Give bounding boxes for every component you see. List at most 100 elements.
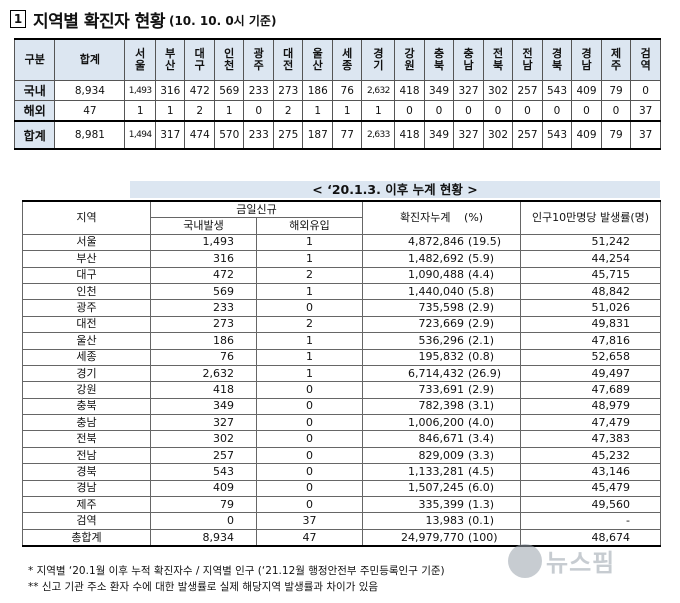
cell-value: 76 [331, 80, 363, 101]
cumulative-value: 536,296 [418, 333, 465, 347]
domestic-cell: 543 [150, 463, 257, 481]
cumulative-cell: 1,482,692 (5.9) [362, 250, 522, 268]
footnote-2: ** 신고 기관 주소 환자 수에 대한 발생률로 실제 해당지역 발생률과 차… [28, 581, 379, 593]
table-row: 제주 79 0 335,399 (1.3) 49,560 [22, 496, 662, 514]
overseas-cell: 0 [255, 299, 364, 317]
cell-value: 257 [512, 80, 543, 101]
domestic-cell: 79 [150, 496, 257, 514]
region-cell: 대전 [22, 315, 151, 334]
cumulative-pct: (2.9) [468, 382, 495, 396]
region-cell: 인천 [22, 282, 151, 301]
rate-cell: 49,497 [520, 364, 662, 383]
rate-cell: 49,831 [520, 315, 662, 334]
overseas-cell: 0 [255, 397, 364, 416]
cell-value: 0 [512, 100, 543, 122]
cumulative-value: 1,482,692 [408, 251, 465, 265]
table-row: 부산 316 1 1,482,692 (5.9) 44,254 [22, 250, 662, 268]
footnote-1: * 지역별 ‘20.1월 이후 누적 확진자수 / 지역별 인구 (‘21.12… [28, 565, 445, 577]
region-cell: 검역 [22, 512, 151, 530]
header-per100k: 인구10만명당 발생률(명) [520, 200, 662, 235]
cell-value: 327 [453, 120, 484, 150]
cell-value: 37 [630, 100, 661, 122]
region-cell: 부산 [22, 250, 151, 268]
overseas-cell: 37 [255, 512, 364, 530]
rate-cell: 51,242 [520, 233, 662, 252]
cumulative-cell: 536,296 (2.1) [362, 332, 522, 350]
cumulative-pct: (5.8) [468, 284, 495, 298]
domestic-cell: 327 [150, 414, 257, 432]
cell-value: 1 [124, 100, 156, 122]
header-pct-label: (%) [464, 210, 484, 224]
cell-value: 2 [272, 100, 304, 122]
cumulative-value: 846,671 [418, 432, 465, 446]
cumulative-pct: (4.4) [468, 268, 495, 282]
table-row: 서울 1,493 1 4,872,846 (19.5) 51,242 [22, 233, 662, 252]
rate-cell: 45,715 [520, 266, 662, 284]
cell-value: 543 [541, 80, 573, 101]
region-cell: 울산 [22, 332, 151, 350]
table-row: 대구 472 2 1,090,488 (4.4) 45,715 [22, 266, 662, 284]
newspim-watermark: 뉴스핌 [508, 543, 615, 578]
rate-cell: 45,232 [520, 446, 662, 465]
cumulative-cell: 1,507,245 (6.0) [362, 479, 522, 498]
overseas-cell: 1 [255, 348, 364, 366]
page-title: 지역별 확진자 현황 [33, 11, 165, 32]
table-row: 충북 349 0 782,398 (3.1) 48,979 [22, 397, 662, 416]
cell-value: 0 [394, 100, 425, 122]
cumulative-cell: 735,598 (2.9) [362, 299, 522, 317]
cell-value: 2,633 [361, 120, 396, 150]
cell-value: 543 [541, 120, 573, 150]
overseas-cell: 0 [255, 414, 364, 432]
cumulative-cell: 13,983 (0.1) [362, 512, 522, 530]
watermark-text: 뉴스핌 [546, 549, 616, 577]
cell-value: 0 [423, 100, 455, 122]
cumulative-cell: 4,872,846 (19.5) [362, 233, 522, 252]
table-row: 전북 302 0 846,671 (3.4) 47,383 [22, 430, 662, 448]
cell-value: 2,632 [361, 80, 396, 101]
cell-value: 570 [213, 120, 245, 150]
region-cell: 제주 [22, 496, 151, 514]
cumulative-value: 829,009 [418, 448, 465, 462]
cumulative-pct: (4.5) [468, 464, 495, 478]
rate-cell: 47,383 [520, 430, 662, 448]
cumulative-pct: (4.0) [468, 415, 495, 429]
overseas-cell: 0 [255, 446, 364, 465]
cumulative-pct: (19.5) [468, 235, 502, 249]
header-cumulative: 확진자누계 (%) [362, 200, 522, 235]
summary-row-domestic: 국내 8,934 1,493 316 472 569 233 273 186 76 2,632 418… [13, 80, 661, 101]
cumulative-value: 6,714,432 [408, 366, 465, 380]
region-cell: 전북 [22, 430, 151, 448]
domestic-cell: 76 [150, 348, 257, 366]
domestic-cell: 186 [150, 332, 257, 350]
cell-value: 302 [482, 80, 514, 101]
domestic-cell: 233 [150, 299, 257, 317]
cell-value: 418 [394, 120, 425, 150]
cell-value: 317 [154, 120, 186, 150]
cumulative-pct: (26.9) [468, 366, 502, 380]
overseas-cell: 0 [255, 430, 364, 448]
cumulative-value: 1,507,245 [408, 481, 465, 495]
domestic-cell: 409 [150, 479, 257, 498]
header-today-new: 금일신규 [149, 200, 364, 219]
cumulative-value: 1,090,488 [408, 268, 465, 282]
region-cell: 강원 [22, 381, 151, 399]
cumulative-pct: (0.8) [468, 350, 495, 364]
region-cell: 충북 [22, 397, 151, 416]
cell-value: 302 [482, 120, 514, 150]
rate-cell: 47,816 [520, 332, 662, 350]
cumulative-cell: 1,440,040 (5.8) [362, 282, 522, 301]
header-region: 지역 [22, 200, 151, 235]
region-cell: 충남 [22, 414, 151, 432]
rate-cell: - [520, 512, 662, 530]
region-cell: 경남 [22, 479, 151, 498]
cell-value: 37 [630, 120, 661, 150]
cell-value: 1 [302, 100, 333, 122]
